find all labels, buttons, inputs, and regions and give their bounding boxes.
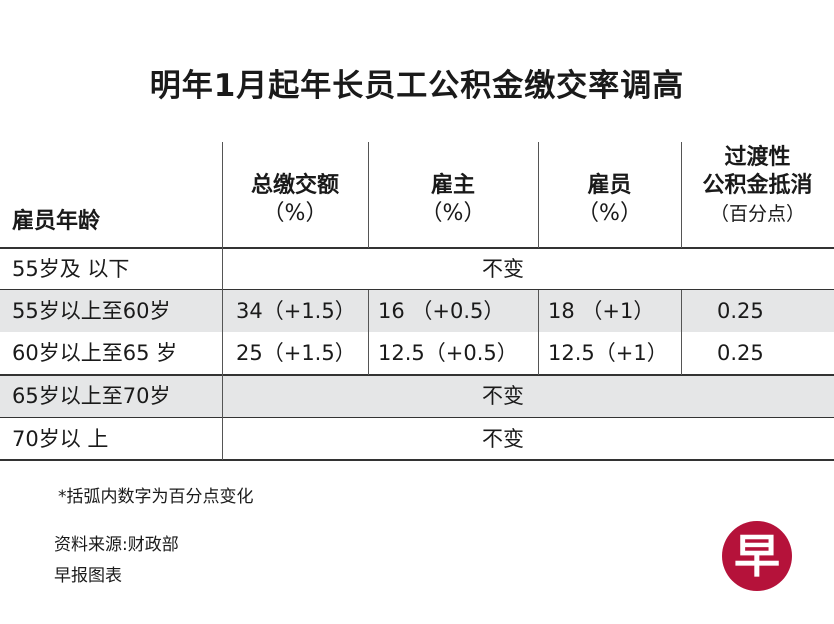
- page-title: 明年1月起年长员工公积金缴交率调高: [149, 68, 685, 104]
- employee-cell: 18 （+1）: [548, 299, 655, 323]
- age-cell: 60岁以上至65 岁: [12, 341, 178, 365]
- divider: [368, 142, 369, 248]
- age-cell: 70岁以 上: [12, 427, 109, 451]
- divider: [0, 374, 834, 376]
- merged-cell: 不变: [482, 427, 524, 451]
- zaobao-logo: 早: [722, 521, 792, 591]
- header-total: 总缴交额 （%）: [250, 173, 339, 226]
- merged-cell: 不变: [482, 384, 524, 408]
- divider: [222, 142, 223, 460]
- total-cell: 25（+1.5）: [236, 341, 356, 365]
- divider: [681, 142, 682, 248]
- divider: [0, 459, 834, 461]
- table-row: 70岁以 上 不变: [0, 418, 834, 460]
- source: 资料来源:财政部: [54, 535, 179, 555]
- divider: [0, 417, 834, 418]
- age-cell: 55岁及 以下: [12, 257, 130, 281]
- offset-cell: 0.25: [717, 341, 764, 365]
- header-employer: 雇主 （%）: [420, 173, 486, 226]
- divider: [681, 290, 682, 375]
- divider: [538, 290, 539, 375]
- header-offset: 过渡性 公积金抵消 （百分点）: [702, 145, 813, 225]
- header-employee: 雇员 （%）: [577, 173, 642, 226]
- divider: [0, 247, 834, 249]
- table-row: 60岁以上至65 岁 25（+1.5） 12.5（+0.5） 12.5（+1） …: [0, 332, 834, 374]
- divider: [0, 289, 834, 290]
- employer-cell: 12.5（+0.5）: [378, 341, 518, 365]
- table-row: 55岁以上至60岁 34（+1.5） 16 （+0.5） 18 （+1） 0.2…: [0, 290, 834, 332]
- divider: [368, 290, 369, 375]
- credit: 早报图表: [54, 566, 122, 586]
- table-row: 55岁及 以下 不变: [0, 248, 834, 290]
- table-row: 65岁以上至70岁 不变: [0, 375, 834, 417]
- offset-cell: 0.25: [717, 299, 764, 323]
- age-cell: 55岁以上至60岁: [12, 299, 171, 323]
- employee-cell: 12.5（+1）: [548, 341, 668, 365]
- merged-cell: 不变: [482, 257, 524, 281]
- total-cell: 34（+1.5）: [236, 299, 356, 323]
- age-cell: 65岁以上至70岁: [12, 384, 171, 408]
- divider: [538, 142, 539, 248]
- footnote: *括弧内数字为百分点变化: [58, 487, 254, 507]
- employer-cell: 16 （+0.5）: [378, 299, 505, 323]
- header-age: 雇员年龄: [12, 209, 101, 234]
